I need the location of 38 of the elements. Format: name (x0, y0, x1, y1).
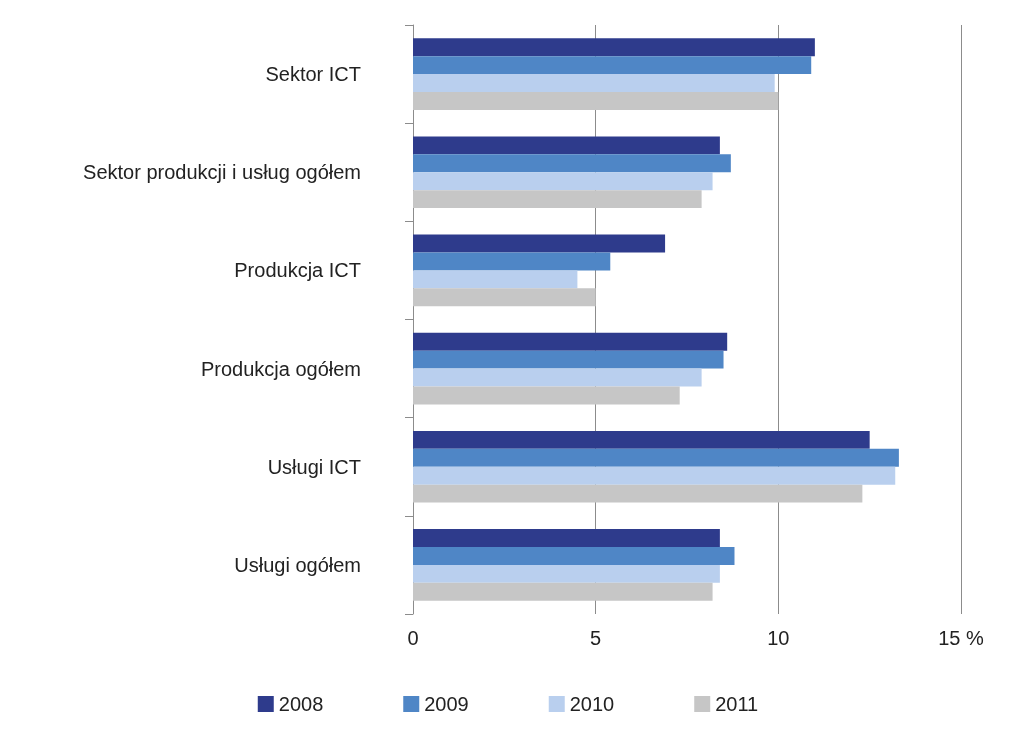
x-tick-label: 5 (590, 627, 602, 649)
bar (413, 466, 896, 485)
bar (413, 448, 899, 467)
legend-label: 2009 (424, 693, 469, 715)
y-tick-label: Produkcja ICT (234, 259, 361, 282)
bar (413, 252, 611, 271)
bar (413, 332, 728, 351)
bar (413, 547, 735, 565)
bar (413, 386, 680, 405)
bar (413, 270, 578, 289)
y-tick-label: Produkcja ogółem (200, 357, 361, 380)
bar (413, 288, 596, 307)
bar (413, 430, 870, 449)
y-tick-label: Sektor produkcji i usług ogółem (83, 161, 361, 184)
legend-label: 2011 (715, 693, 759, 715)
bar (413, 38, 815, 57)
y-tick-label: Usługi ICT (267, 455, 361, 478)
bar (413, 172, 713, 191)
legend-label: 2008 (278, 693, 324, 715)
y-tick-label: Usługi ogółem (234, 553, 361, 576)
bar (413, 582, 713, 601)
bar (413, 350, 724, 369)
x-tick-label: 15 % (938, 627, 985, 649)
x-tick-label: 10 (767, 627, 790, 649)
bar (413, 564, 720, 583)
y-tick-label: Sektor ICT (265, 63, 361, 86)
bar (413, 56, 812, 75)
bar (413, 92, 779, 110)
bar (413, 154, 731, 173)
bar (413, 74, 775, 92)
bar (413, 529, 720, 547)
bar (413, 484, 863, 503)
bar (413, 136, 720, 155)
bar (413, 368, 702, 387)
legend-label: 2010 (569, 693, 615, 715)
bar (413, 234, 666, 253)
bar (413, 190, 702, 209)
x-tick-label: 0 (407, 627, 419, 649)
